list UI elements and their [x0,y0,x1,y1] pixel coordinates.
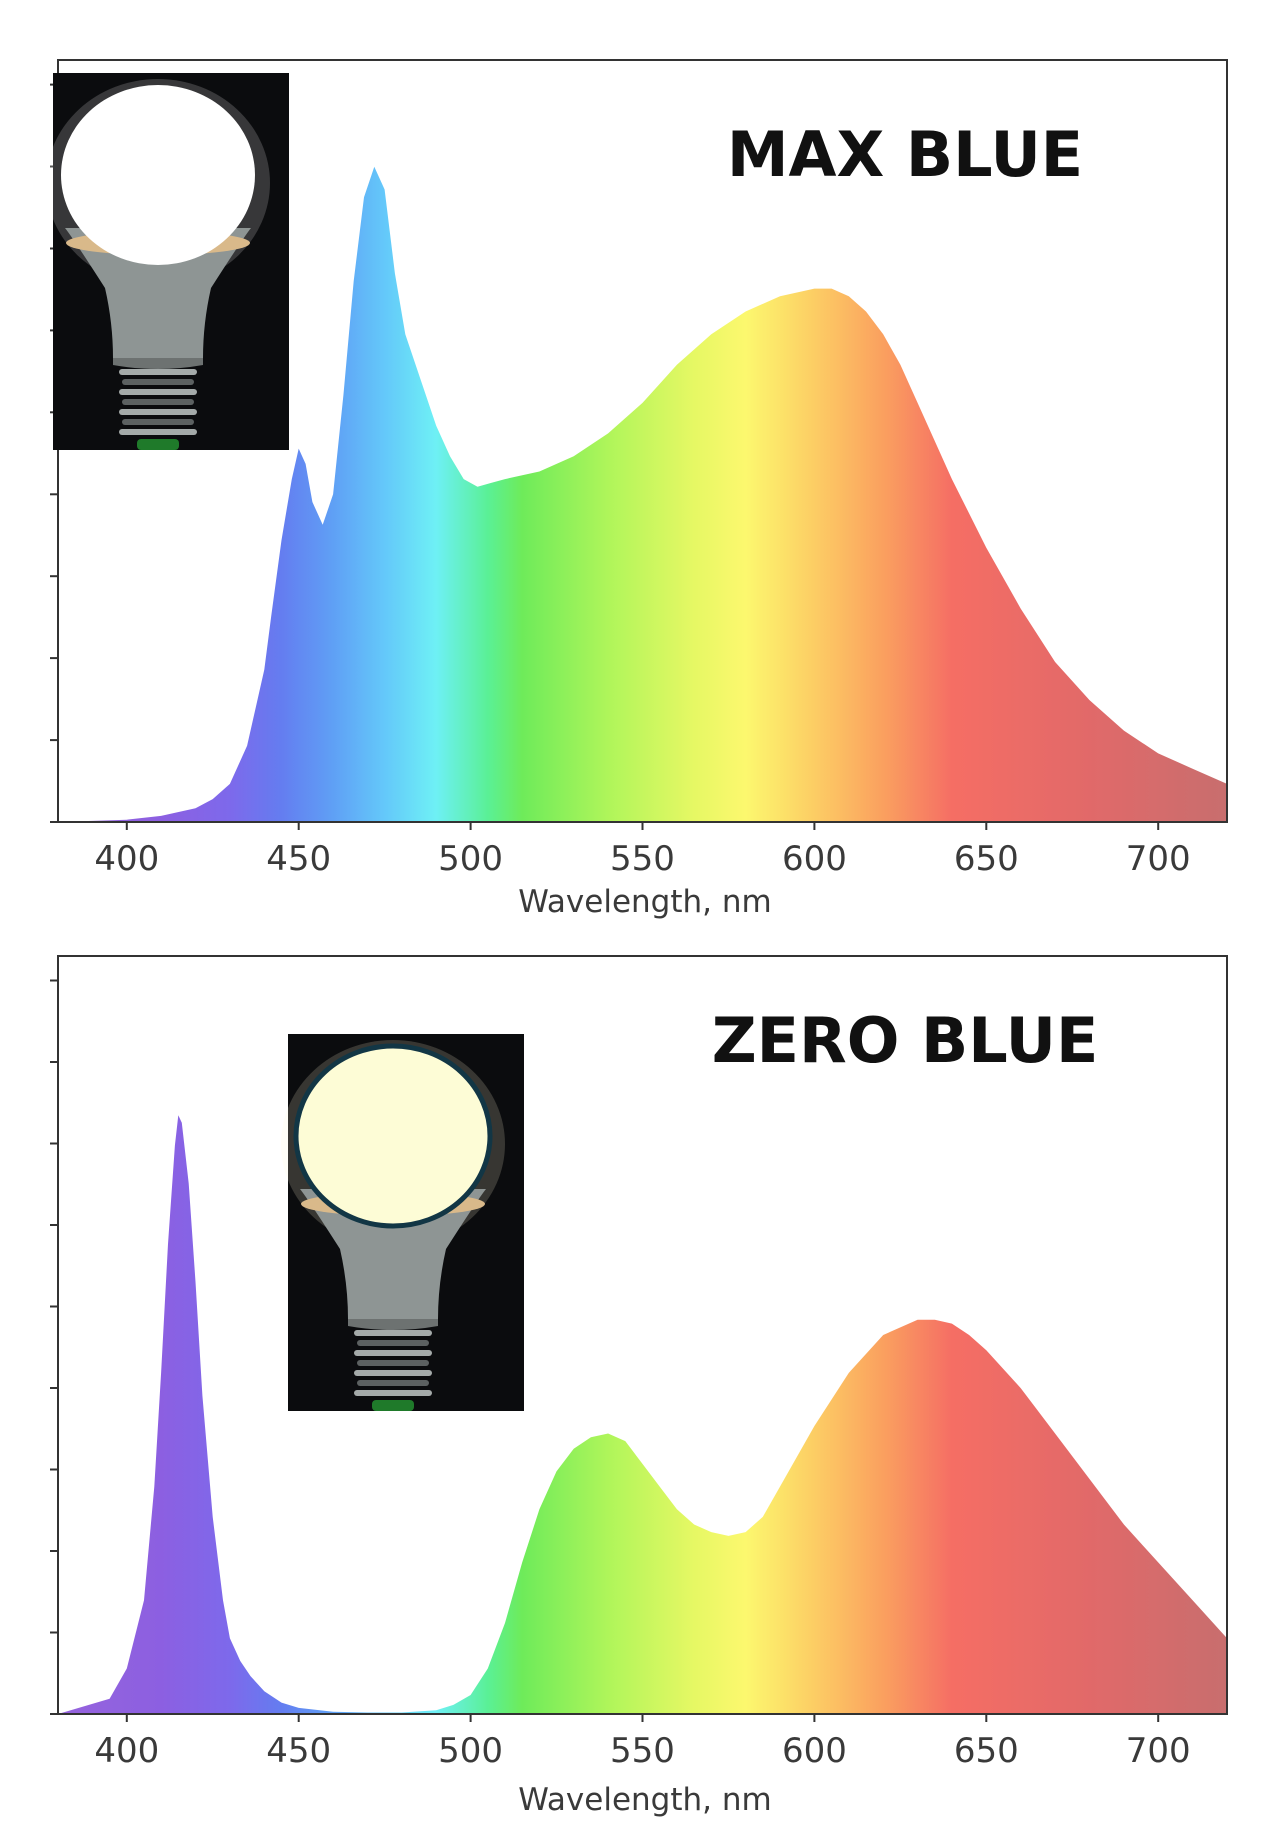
bulb-body [300,1189,486,1319]
max-blue-panel: 400 450 500 550 600 650 700 MAX BLUE Wavelengt… [46,59,1228,920]
max-blue-x-ticks: 400 450 500 550 600 650 700 [94,822,1191,879]
bulb-thread [357,1380,429,1386]
bulb-collar [113,358,203,369]
bulb-body [65,228,251,358]
zero-blue-y-ticks [50,979,58,1715]
bulb-thread [354,1350,432,1356]
bulb-thread [119,409,197,415]
max-blue-x-axis-label: Wavelength, nm [518,884,771,920]
zero-blue-x-axis-label: Wavelength, nm [518,1782,771,1818]
x-tick-label: 650 [954,1731,1019,1771]
x-tick-label: 400 [94,839,159,879]
max-blue-title: MAX BLUE [727,118,1083,191]
bulb-globe [61,85,255,265]
x-tick-label: 600 [782,839,847,879]
x-tick-label: 450 [266,839,331,879]
bulb-thread [357,1340,429,1346]
x-tick-label: 700 [1126,839,1191,879]
bulb-contact [372,1400,414,1411]
bulb-globe [293,1043,493,1229]
bulb-thread [119,429,197,435]
x-tick-label: 700 [1126,1731,1191,1771]
spectrum-area [58,1115,1227,1714]
x-tick-label: 500 [438,1731,503,1771]
bulb-thread [354,1330,432,1336]
x-tick-label: 550 [610,1731,675,1771]
light-bulb-icon [281,1034,524,1411]
bulb-thread [122,379,194,385]
bulb-collar [348,1319,438,1330]
x-tick-label: 450 [266,1731,331,1771]
bulb-thread [122,399,194,405]
zero-blue-panel: 400 450 500 550 600 650 700 ZERO BLUE Waveleng… [50,955,1228,1818]
bulb-thread [354,1370,432,1376]
x-tick-label: 500 [438,839,503,879]
x-tick-label: 400 [94,1731,159,1771]
bulb-thread [119,389,197,395]
bulb-thread [354,1390,432,1396]
x-tick-label: 600 [782,1731,847,1771]
x-tick-label: 650 [954,839,1019,879]
bulb-thread [122,419,194,425]
bulb-thread [119,369,197,375]
zero-blue-spectrum-layer [58,1115,1227,1714]
zero-blue-x-ticks: 400 450 500 550 600 650 700 [94,1714,1191,1771]
zero-blue-title: ZERO BLUE [712,1004,1099,1077]
spectrum-area [58,166,1227,822]
max-blue-spectrum-layer [58,166,1227,822]
light-bulb-icon [46,73,289,450]
x-tick-label: 550 [610,839,675,879]
bulb-thread [357,1360,429,1366]
bulb-contact [137,439,179,450]
